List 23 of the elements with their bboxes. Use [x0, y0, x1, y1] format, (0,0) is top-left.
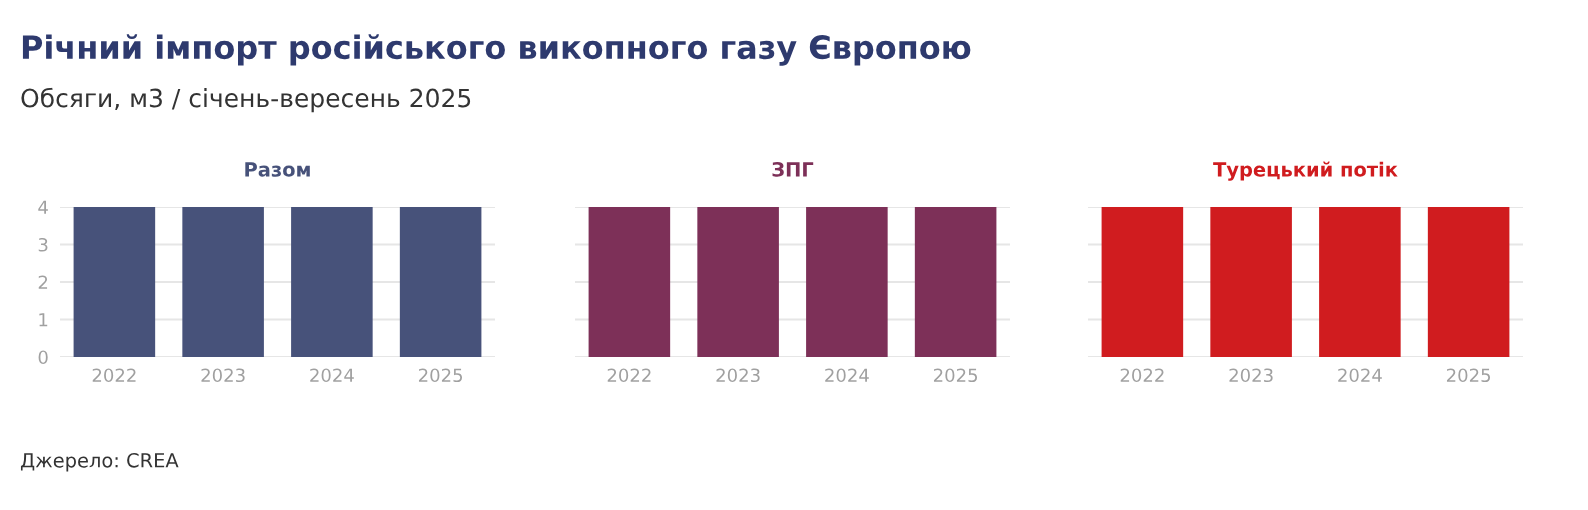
y-tick-label: 3 — [38, 237, 48, 252]
x-tick-label: 2024 — [310, 368, 354, 383]
x-tick-label: 2025 — [933, 368, 978, 383]
x-tick-label: 2023 — [1229, 368, 1273, 383]
chart-subtitle: Обсяги, м3 / січень-вересень 2025 — [21, 87, 471, 113]
chart-title: Річний імпорт російського викопного газу Європою — [22, 34, 971, 66]
series-label: Турецький потік — [1213, 161, 1398, 181]
y-tick-label: 2 — [38, 275, 48, 289]
x-tick-label: 2022 — [1120, 368, 1164, 383]
x-tick-label: 2022 — [92, 368, 136, 383]
x-tick-label: 2023 — [716, 368, 760, 383]
x-tick-label: 2022 — [607, 368, 651, 383]
x-tick-label: 2024 — [825, 368, 869, 383]
series-label: Разом — [245, 162, 310, 177]
x-tick-label: 2023 — [201, 368, 245, 383]
y-tick-label: 0 — [38, 350, 48, 365]
y-tick-label: 4 — [38, 200, 48, 214]
x-tick-label: 2025 — [1446, 368, 1491, 383]
y-tick-label: 1 — [39, 313, 48, 327]
x-tick-label: 2025 — [418, 368, 463, 383]
text: Джерело: CREA — [20, 452, 179, 472]
x-tick-label: 2024 — [1338, 368, 1382, 383]
series-label: ЗПГ — [772, 162, 814, 177]
